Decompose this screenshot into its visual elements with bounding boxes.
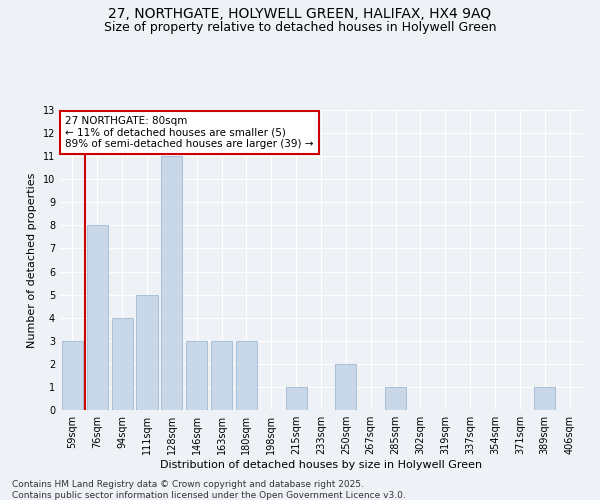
Bar <box>335 364 356 410</box>
Text: Contains HM Land Registry data © Crown copyright and database right 2025.
Contai: Contains HM Land Registry data © Crown c… <box>12 480 406 500</box>
Text: 27, NORTHGATE, HOLYWELL GREEN, HALIFAX, HX4 9AQ: 27, NORTHGATE, HOLYWELL GREEN, HALIFAX, … <box>109 8 491 22</box>
Bar <box>161 156 182 410</box>
Bar <box>62 341 83 410</box>
Bar <box>112 318 133 410</box>
Bar <box>186 341 207 410</box>
Bar <box>236 341 257 410</box>
Bar <box>534 387 555 410</box>
Y-axis label: Number of detached properties: Number of detached properties <box>27 172 37 348</box>
Bar <box>211 341 232 410</box>
Bar <box>87 226 108 410</box>
Bar <box>286 387 307 410</box>
Bar <box>136 294 158 410</box>
Text: Size of property relative to detached houses in Holywell Green: Size of property relative to detached ho… <box>104 21 496 34</box>
X-axis label: Distribution of detached houses by size in Holywell Green: Distribution of detached houses by size … <box>160 460 482 470</box>
Bar <box>385 387 406 410</box>
Text: 27 NORTHGATE: 80sqm
← 11% of detached houses are smaller (5)
89% of semi-detache: 27 NORTHGATE: 80sqm ← 11% of detached ho… <box>65 116 314 149</box>
